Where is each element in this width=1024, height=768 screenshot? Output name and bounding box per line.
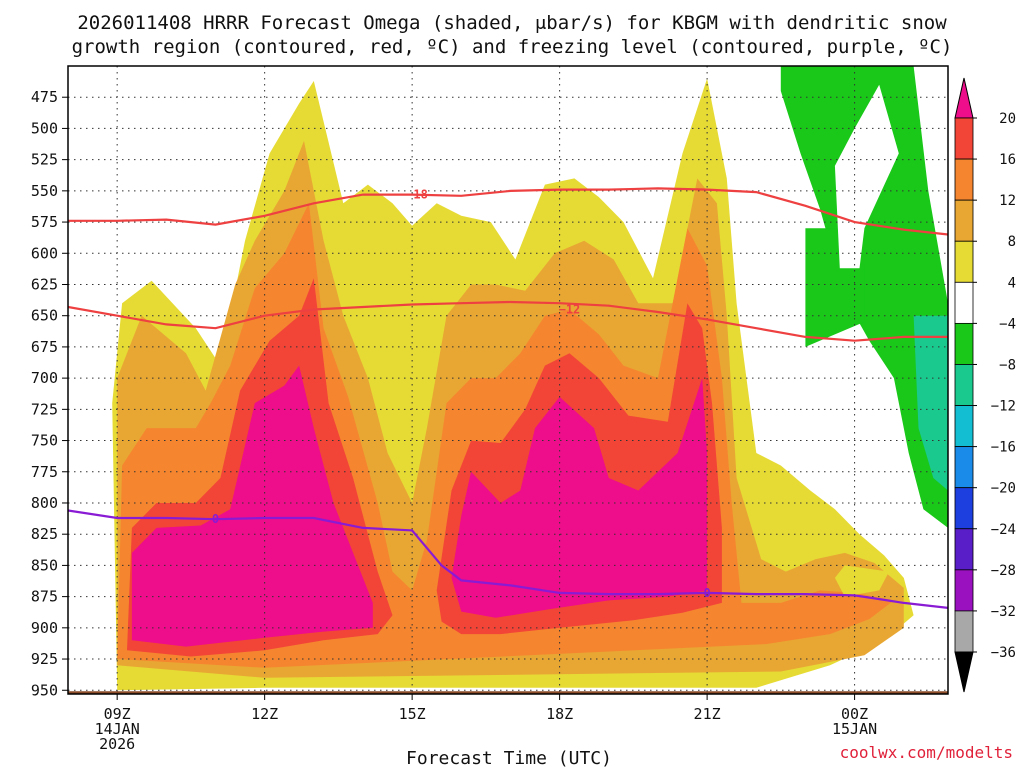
temperature-contours: −18 −12 0 0 (68, 187, 948, 609)
colorbar-label: 8 (1008, 234, 1016, 250)
colorbar-band (954, 240, 974, 283)
omega-shading (112, 66, 948, 691)
colorbar-label: −24 (991, 522, 1016, 538)
chart-title-line2: growth region (contoured, red, ºC) and f… (72, 36, 953, 58)
colorbar-arrow-bottom (954, 651, 974, 693)
y-tick-label: 725 (31, 400, 58, 418)
colorbar-band (954, 281, 974, 324)
y-tick-label: 875 (31, 588, 58, 606)
y-tick-label: 775 (31, 463, 58, 481)
y-tick-label: 700 (31, 369, 58, 387)
x-tick-label: 18Z (546, 705, 573, 723)
x-axis-label: Forecast Time (UTC) (406, 748, 612, 768)
plot-frame (67, 65, 949, 695)
y-tick-label: 475 (31, 88, 58, 106)
grid-lines (68, 66, 948, 694)
y-tick-label: 675 (31, 338, 58, 356)
omega-region (131, 365, 373, 647)
colorbar-band (954, 158, 974, 201)
colorbar-band (954, 446, 974, 489)
colorbar-label: −28 (991, 563, 1016, 579)
colorbar-band (954, 405, 974, 448)
freezing-label-2: 0 (703, 586, 710, 600)
omega-region (834, 84, 899, 269)
colorbar-label: −12 (991, 399, 1016, 415)
colorbar-band (954, 610, 974, 653)
colorbar-label: −32 (991, 604, 1016, 620)
x-tick-label: 00Z (841, 705, 868, 723)
chart-title-line1: 2026011408 HRRR Forecast Omega (shaded, … (77, 12, 947, 34)
x-tick-label: 15JAN (832, 720, 877, 738)
omega-region (451, 378, 708, 618)
y-tick-label: 825 (31, 525, 58, 543)
colorbar-band (954, 322, 974, 365)
colorbar-band (954, 117, 974, 160)
colorbar-band (954, 487, 974, 530)
dgz-label-minus18: −18 (406, 188, 428, 202)
y-tick-label: 750 (31, 432, 58, 450)
colorbar-band (954, 528, 974, 571)
x-tick-label: 12Z (251, 705, 278, 723)
colorbar-band (954, 569, 974, 612)
credit-link[interactable]: coolwx.com/modelts (840, 743, 1013, 762)
freezing-level-contour (68, 509, 948, 609)
y-tick-label: 800 (31, 494, 58, 512)
colorbar-label: −16 (991, 440, 1016, 456)
x-tick-label: 2026 (99, 735, 135, 753)
y-tick-label: 500 (31, 119, 58, 137)
colorbar-label: 4 (1008, 275, 1016, 291)
colorbar-arrow-top (954, 77, 974, 119)
colorbar-label: 20 (999, 111, 1016, 127)
dgz-label-minus12: −12 (559, 302, 581, 316)
y-tick-label: 550 (31, 182, 58, 200)
x-tick-label: 14JAN (95, 720, 140, 738)
dgz-contour-minus12 (68, 300, 948, 342)
x-tick-label: 15Z (399, 705, 426, 723)
y-tick-label: 900 (31, 619, 58, 637)
colorbar-label: −20 (991, 481, 1016, 497)
y-tick-label: 525 (31, 151, 58, 169)
colorbar-band (954, 364, 974, 406)
colorbar-label: 12 (999, 193, 1016, 209)
ground-surface (68, 691, 948, 694)
colorbar-label: −8 (999, 357, 1016, 373)
y-tick-label: 600 (31, 244, 58, 262)
dgz-contour-minus18 (68, 187, 948, 236)
omega-region (913, 315, 948, 491)
y-tick-label: 650 (31, 307, 58, 325)
y-tick-label: 575 (31, 213, 58, 231)
y-axis: 475 500 525 550 575 600 625 650 675 700 725 750 775 8… (31, 88, 68, 699)
colorbar-label: −36 (991, 645, 1016, 661)
y-tick-label: 850 (31, 556, 58, 574)
y-tick-label: 625 (31, 275, 58, 293)
freezing-label: 0 (212, 512, 219, 526)
y-tick-label: 925 (31, 650, 58, 668)
colorbar: 20 16 12 8 4 −4 −8 −12 −16 −20 −24 −28 −32 −36 (954, 77, 1016, 693)
omega-region (834, 565, 889, 597)
x-tick-label: 09Z (104, 705, 131, 723)
colorbar-label: −4 (999, 316, 1016, 332)
colorbar-label: 16 (999, 152, 1016, 168)
colorbar-band (954, 199, 974, 242)
x-tick-label: 21Z (694, 705, 721, 723)
y-tick-label: 950 (31, 681, 58, 699)
